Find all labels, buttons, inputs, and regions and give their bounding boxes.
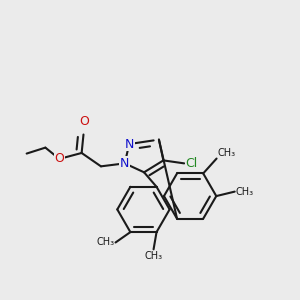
Text: N: N: [124, 138, 134, 151]
Text: CH₃: CH₃: [235, 187, 254, 196]
Text: CH₃: CH₃: [145, 251, 163, 261]
Text: CH₃: CH₃: [97, 238, 115, 248]
Text: CH₃: CH₃: [217, 148, 235, 158]
Text: O: O: [54, 152, 64, 165]
Text: N: N: [120, 157, 129, 170]
Text: O: O: [79, 115, 89, 128]
Text: Cl: Cl: [186, 157, 198, 170]
